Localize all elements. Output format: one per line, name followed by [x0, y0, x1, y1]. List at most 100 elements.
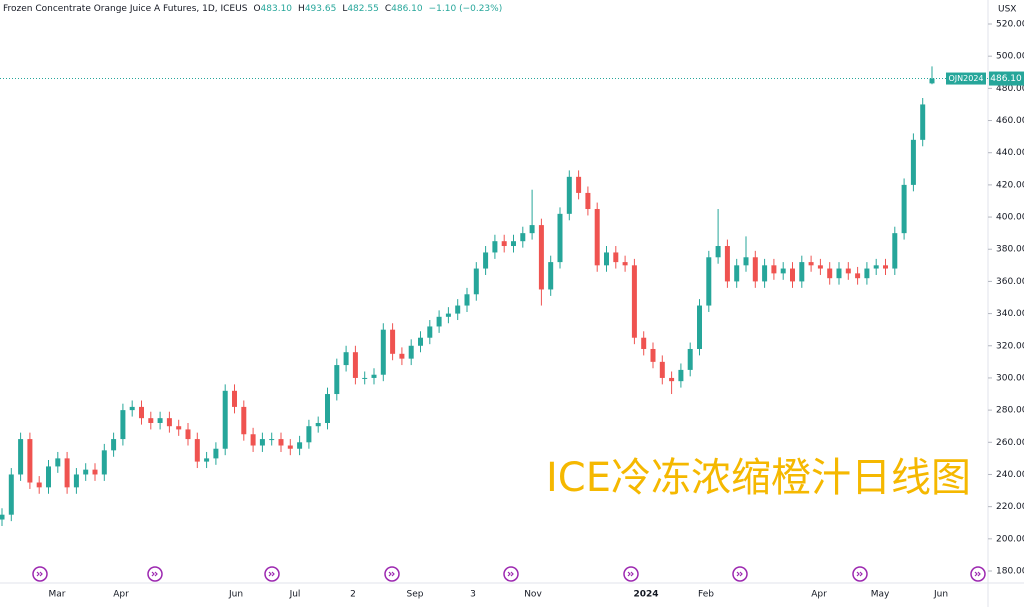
candle-body: [287, 445, 293, 449]
candle-body: [325, 394, 330, 423]
candle-body: [557, 213, 563, 263]
event-icon: [732, 566, 748, 582]
x-tick-label: Jun: [228, 590, 243, 600]
y-tick-label: 500.00: [996, 52, 1024, 62]
candle-body: [343, 352, 349, 366]
candle-body: [352, 352, 358, 378]
field-label: H: [298, 4, 305, 14]
candle-body: [436, 316, 442, 327]
candle-body: [55, 458, 61, 467]
candle-body: [724, 246, 730, 282]
header: Frozen Concentrate Orange Juice A Future…: [3, 4, 502, 14]
y-tick-label: 380.00: [996, 245, 1024, 255]
candle-body: [297, 442, 303, 449]
candle-body: [883, 265, 888, 269]
candle-body: [901, 184, 907, 234]
watermark: ICE冷冻浓缩橙汁日线图: [546, 455, 971, 501]
candle-body: [604, 252, 609, 266]
x-tick-label: Feb: [698, 590, 714, 600]
change: −1.10 (−0.23%): [429, 4, 503, 14]
y-tick-label: 240.00: [996, 470, 1024, 480]
candle-body: [176, 426, 182, 430]
y-tick-label: 460.00: [996, 116, 1024, 126]
candle-body: [64, 458, 70, 488]
x-tick-label: Nov: [524, 590, 542, 600]
candle-body: [697, 305, 702, 349]
y-tick-label: 400.00: [996, 213, 1024, 223]
candle-body: [715, 246, 721, 258]
symbol-tag-label: OJN2024: [949, 74, 984, 83]
event-icon-arrow: [507, 571, 514, 577]
candle-body: [73, 474, 79, 488]
candle-body: [790, 268, 795, 282]
price-tag: [989, 71, 1024, 86]
candle-body: [166, 418, 172, 427]
y-tick-label: 220.00: [996, 502, 1024, 512]
field-label: C: [385, 4, 391, 14]
y-tick-label: 480.00: [996, 84, 1024, 94]
event-icon: [970, 566, 986, 582]
candle-body: [929, 78, 935, 84]
candle-body: [511, 241, 516, 247]
candle-body: [46, 466, 51, 488]
candle-body: [455, 305, 461, 314]
candle-body: [641, 337, 647, 349]
candle-body: [771, 265, 777, 274]
candle-body: [678, 369, 684, 382]
candle-body: [743, 257, 749, 266]
field-value: 486.10: [391, 4, 423, 14]
event-icon-arrow: [36, 571, 43, 577]
candle-body: [920, 104, 926, 140]
candle-body: [185, 429, 191, 440]
candle-body: [706, 257, 712, 306]
event-icon: [852, 566, 868, 582]
candle-body: [529, 225, 535, 234]
event-icon-arrow: [856, 571, 863, 577]
event-icon: [264, 566, 280, 582]
candle-body: [92, 469, 98, 475]
candle-body: [762, 265, 768, 282]
event-icon-arrow: [974, 571, 981, 577]
event-icon-arrow: [268, 571, 275, 577]
y-tick-label: 180.00: [996, 567, 1024, 577]
y-tick-label: 300.00: [996, 373, 1024, 383]
y-tick-label: 320.00: [996, 341, 1024, 351]
candle-body: [827, 268, 833, 279]
candle-body: [501, 241, 507, 247]
y-tick-label: 520.00: [996, 20, 1024, 30]
y-tick-label: 280.00: [996, 406, 1024, 416]
candle-body: [910, 139, 916, 185]
candle-body: [315, 422, 321, 427]
y-tick-label: 260.00: [996, 438, 1024, 448]
field-label: L: [342, 4, 347, 14]
candle-body: [120, 410, 126, 440]
event-icon: [32, 566, 48, 582]
candle-body: [139, 406, 144, 419]
candle-body: [622, 262, 628, 266]
candle-body: [864, 268, 870, 279]
price-tag-label: 486.10: [990, 74, 1022, 84]
y-tick-label: 340.00: [996, 309, 1024, 319]
candle-body: [380, 329, 386, 375]
candle-body: [213, 448, 219, 459]
candle-body: [0, 514, 5, 520]
candle-body: [27, 439, 33, 483]
candle-body: [520, 233, 526, 242]
candle-body: [817, 265, 823, 269]
event-icon: [147, 566, 163, 582]
candle-body: [687, 348, 693, 370]
candle-body: [464, 294, 470, 306]
candle-body: [362, 377, 368, 379]
candle-body: [408, 345, 414, 359]
event-icon: [623, 566, 639, 582]
candle-body: [445, 313, 451, 317]
candle-body: [892, 233, 898, 269]
candle-body: [101, 450, 107, 475]
field-label: O: [253, 4, 260, 14]
event-icon: [384, 566, 400, 582]
candle-body: [631, 265, 637, 338]
candle-body: [799, 262, 805, 282]
event-icon-arrow: [627, 571, 634, 577]
y-tick-label: 440.00: [996, 148, 1024, 158]
